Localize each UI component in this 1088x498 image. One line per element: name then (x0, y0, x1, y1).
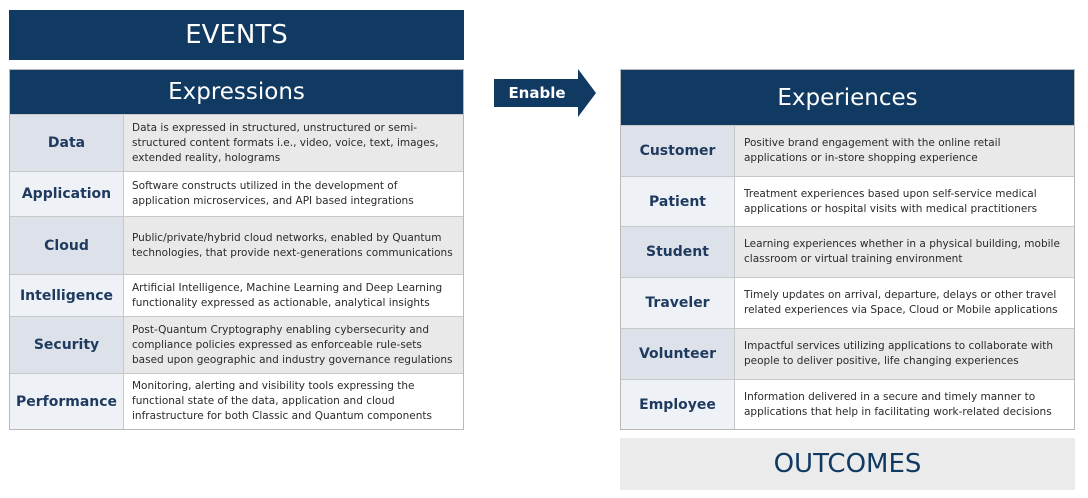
experiences-row-description: Treatment experiences based upon self-se… (735, 177, 1074, 226)
expressions-panel: Expressions Data Data is expressed in str… (9, 69, 464, 430)
experiences-row-name: Employee (621, 380, 735, 429)
experiences-row: Student Learning experiences whether in a… (621, 226, 1074, 277)
outcomes-banner: OUTCOMES (620, 438, 1075, 490)
expressions-rows: Data Data is expressed in structured, uns… (10, 114, 463, 429)
experiences-row: Traveler Timely updates on arrival, depar… (621, 277, 1074, 328)
enable-arrow-icon (494, 69, 596, 117)
expressions-row-name: Data (10, 115, 124, 171)
experiences-row: Employee Information delivered in a secur… (621, 379, 1074, 429)
expressions-row: Security Post-Quantum Cryptography enabli… (10, 316, 463, 373)
expressions-row-description: Monitoring, alerting and visibility tool… (124, 374, 463, 429)
events-banner: EVENTS (9, 10, 464, 60)
expressions-row-description: Public/private/hybrid cloud networks, en… (124, 217, 463, 274)
experiences-row-name: Customer (621, 126, 735, 176)
expressions-title: Expressions (168, 79, 305, 105)
experiences-row-name: Student (621, 227, 735, 277)
expressions-row-description: Data is expressed in structured, unstruc… (124, 115, 463, 171)
experiences-row-name: Traveler (621, 278, 735, 328)
experiences-header: Experiences (621, 70, 1074, 125)
expressions-header: Expressions (10, 70, 463, 114)
experiences-panel: Experiences Customer Positive brand engag… (620, 69, 1075, 430)
experiences-row-description: Learning experiences whether in a physic… (735, 227, 1074, 277)
expressions-row-name: Application (10, 172, 124, 216)
expressions-row-description: Post-Quantum Cryptography enabling cyber… (124, 317, 463, 373)
experiences-title: Experiences (777, 84, 918, 111)
experiences-row-name: Patient (621, 177, 735, 226)
expressions-row-name: Performance (10, 374, 124, 429)
enable-label: Enable (508, 84, 566, 102)
expressions-row-name: Intelligence (10, 275, 124, 316)
expressions-row-name: Cloud (10, 217, 124, 274)
expressions-row-name: Security (10, 317, 124, 373)
outcomes-title: OUTCOMES (773, 449, 922, 479)
experiences-row-description: Positive brand engagement with the onlin… (735, 126, 1074, 176)
experiences-row-description: Impactful services utilizing application… (735, 329, 1074, 379)
experiences-row-description: Timely updates on arrival, departure, de… (735, 278, 1074, 328)
expressions-row: Data Data is expressed in structured, uns… (10, 114, 463, 171)
experiences-row: Patient Treatment experiences based upon … (621, 176, 1074, 226)
expressions-row-description: Software constructs utilized in the deve… (124, 172, 463, 216)
experiences-row-description: Information delivered in a secure and ti… (735, 380, 1074, 429)
expressions-row: Performance Monitoring, alerting and visi… (10, 373, 463, 429)
expressions-row: Cloud Public/private/hybrid cloud network… (10, 216, 463, 274)
expressions-row: Application Software constructs utilized … (10, 171, 463, 216)
expressions-row: Intelligence Artificial Intelligence, Mac… (10, 274, 463, 316)
experiences-row: Volunteer Impactful services utilizing ap… (621, 328, 1074, 379)
experiences-row-name: Volunteer (621, 329, 735, 379)
events-title: EVENTS (185, 20, 288, 50)
experiences-row: Customer Positive brand engagement with t… (621, 125, 1074, 176)
expressions-row-description: Artificial Intelligence, Machine Learnin… (124, 275, 463, 316)
experiences-rows: Customer Positive brand engagement with t… (621, 125, 1074, 429)
